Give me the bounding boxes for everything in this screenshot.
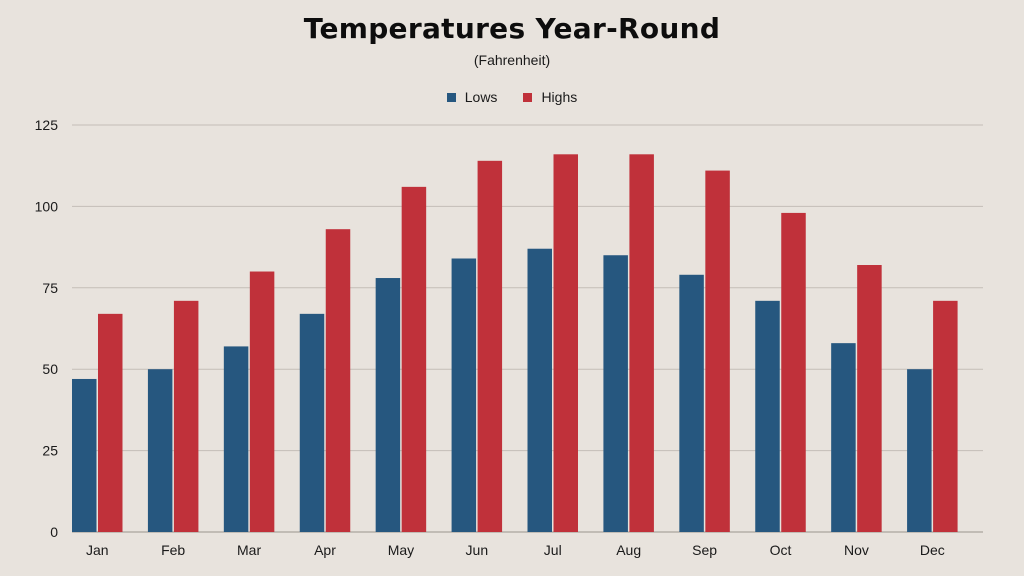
x-tick-label-apr: Apr xyxy=(314,542,336,558)
legend-swatch-lows xyxy=(446,92,456,102)
legend-item-lows: Lows xyxy=(446,89,498,105)
bar-highs-dec xyxy=(933,300,958,532)
bar-highs-jan xyxy=(98,313,123,532)
bar-highs-jul xyxy=(553,154,578,532)
x-tick-label-may: May xyxy=(388,542,414,558)
y-tick-label: 0 xyxy=(50,524,58,540)
bar-lows-jan xyxy=(72,378,97,532)
legend-label-lows: Lows xyxy=(464,89,498,105)
x-tick-label-feb: Feb xyxy=(161,542,185,558)
bar-highs-oct xyxy=(781,212,806,533)
bar-lows-oct xyxy=(755,300,780,532)
x-tick-label-sep: Sep xyxy=(692,542,717,558)
x-tick-label-jul: Jul xyxy=(544,542,562,558)
bar-highs-jun xyxy=(477,160,503,533)
x-tick-label-mar: Mar xyxy=(237,542,261,558)
bar-highs-mar xyxy=(249,271,275,532)
legend-item-highs: Highs xyxy=(523,89,577,105)
bar-lows-jul xyxy=(527,248,552,532)
y-tick-label: 75 xyxy=(42,280,58,296)
x-tick-label-jan: Jan xyxy=(86,542,109,558)
bar-lows-jun xyxy=(451,258,477,532)
chart-subtitle: (Fahrenheit) xyxy=(473,52,551,68)
bar-lows-feb xyxy=(147,369,173,532)
bar-highs-apr xyxy=(325,229,351,532)
chart-title: Temperatures Year-Round xyxy=(303,12,721,45)
x-tick-label-oct: Oct xyxy=(770,542,792,558)
bar-highs-nov xyxy=(857,265,882,532)
bar-highs-sep xyxy=(705,170,730,533)
bar-highs-aug xyxy=(629,154,654,532)
x-tick-label-jun: Jun xyxy=(466,542,489,558)
y-tick-label: 50 xyxy=(42,361,58,377)
bar-lows-nov xyxy=(831,343,856,532)
bar-lows-dec xyxy=(907,369,932,532)
y-tick-label: 125 xyxy=(35,117,59,133)
x-tick-label-nov: Nov xyxy=(844,542,869,558)
bar-highs-may xyxy=(401,186,427,532)
x-tick-label-aug: Aug xyxy=(616,542,641,558)
legend-label-highs: Highs xyxy=(541,89,578,105)
x-tick-label-dec: Dec xyxy=(920,542,945,558)
bar-lows-mar xyxy=(223,346,249,532)
legend-swatch-highs xyxy=(523,92,533,102)
y-tick-label: 25 xyxy=(42,443,58,459)
y-tick-label: 100 xyxy=(35,198,59,214)
bar-lows-sep xyxy=(679,274,704,532)
bar-lows-aug xyxy=(603,255,628,533)
legend: Lows Highs xyxy=(0,89,1024,105)
bar-lows-may xyxy=(375,278,401,532)
bar-lows-apr xyxy=(299,313,325,532)
bar-highs-feb xyxy=(173,300,199,532)
